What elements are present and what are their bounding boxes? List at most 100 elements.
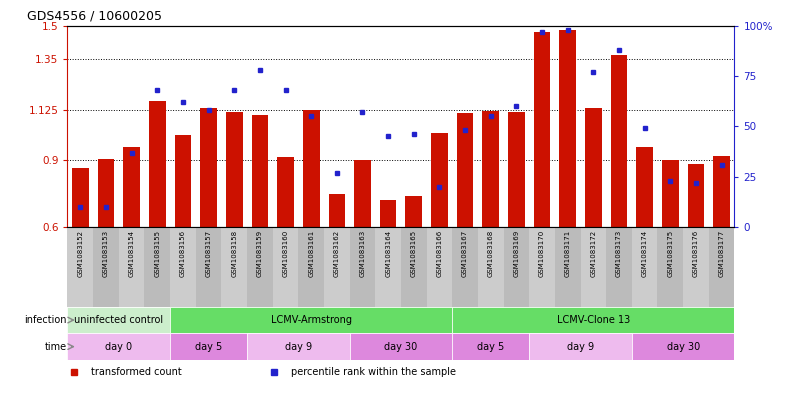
Text: day 30: day 30 (384, 342, 418, 352)
Text: GSM1083163: GSM1083163 (360, 230, 365, 277)
Bar (503, 227, 530, 307)
Bar (149, 101, 166, 227)
Bar (431, 133, 448, 227)
Bar (303, 110, 319, 227)
Bar (299, 227, 324, 307)
Bar (67, 227, 93, 307)
Bar (632, 333, 734, 360)
Text: GSM1083157: GSM1083157 (206, 230, 211, 277)
Bar (380, 200, 396, 227)
Bar (508, 112, 525, 227)
Bar (606, 227, 632, 307)
Text: transformed count: transformed count (91, 367, 182, 376)
Bar (222, 227, 247, 307)
Text: GSM1083154: GSM1083154 (129, 230, 135, 277)
Text: GSM1083164: GSM1083164 (385, 230, 391, 277)
Bar (354, 160, 371, 227)
Bar (688, 164, 704, 227)
Text: GSM1083169: GSM1083169 (514, 230, 519, 277)
Bar (72, 168, 89, 227)
Bar (683, 227, 709, 307)
Bar (349, 333, 453, 360)
Text: GSM1083161: GSM1083161 (308, 230, 314, 277)
Bar (636, 147, 653, 227)
Bar (530, 333, 632, 360)
Text: GSM1083168: GSM1083168 (488, 230, 494, 277)
Bar (145, 227, 170, 307)
Bar (67, 307, 170, 333)
Bar (534, 32, 550, 227)
Bar (530, 227, 555, 307)
Bar (67, 333, 170, 360)
Bar (611, 55, 627, 227)
Bar (709, 227, 734, 307)
Text: LCMV-Clone 13: LCMV-Clone 13 (557, 315, 630, 325)
Bar (175, 135, 191, 227)
Bar (123, 147, 140, 227)
Text: GSM1083165: GSM1083165 (410, 230, 417, 277)
Bar (457, 113, 473, 227)
Text: day 5: day 5 (477, 342, 504, 352)
Bar (426, 227, 453, 307)
Bar (657, 227, 683, 307)
Text: GSM1083172: GSM1083172 (591, 230, 596, 277)
Text: GSM1083159: GSM1083159 (257, 230, 263, 277)
Text: GSM1083156: GSM1083156 (180, 230, 186, 277)
Text: day 9: day 9 (285, 342, 312, 352)
Bar (559, 30, 576, 227)
Text: GSM1083166: GSM1083166 (437, 230, 442, 277)
Bar (98, 159, 114, 227)
Bar (478, 227, 503, 307)
Text: GSM1083176: GSM1083176 (693, 230, 699, 277)
Bar (226, 112, 243, 227)
Bar (247, 227, 272, 307)
Bar (272, 227, 299, 307)
Bar (662, 160, 679, 227)
Text: day 30: day 30 (666, 342, 700, 352)
Text: GSM1083152: GSM1083152 (77, 230, 83, 277)
Text: GSM1083175: GSM1083175 (667, 230, 673, 277)
Text: GDS4556 / 10600205: GDS4556 / 10600205 (28, 10, 163, 23)
Bar (119, 227, 145, 307)
Text: GSM1083162: GSM1083162 (333, 230, 340, 277)
Bar (170, 307, 453, 333)
Bar (580, 227, 606, 307)
Bar (170, 333, 247, 360)
Text: percentile rank within the sample: percentile rank within the sample (291, 367, 456, 376)
Bar (247, 333, 349, 360)
Text: GSM1083160: GSM1083160 (283, 230, 288, 277)
Bar (252, 115, 268, 227)
Bar (555, 227, 580, 307)
Text: GSM1083173: GSM1083173 (616, 230, 622, 277)
Text: GSM1083158: GSM1083158 (231, 230, 237, 277)
Bar (406, 196, 422, 227)
Text: GSM1083171: GSM1083171 (565, 230, 571, 277)
Text: GSM1083167: GSM1083167 (462, 230, 468, 277)
Text: day 0: day 0 (106, 342, 133, 352)
Text: GSM1083155: GSM1083155 (154, 230, 160, 277)
Bar (632, 227, 657, 307)
Bar (401, 227, 426, 307)
Bar (713, 156, 730, 227)
Bar (93, 227, 119, 307)
Bar (585, 108, 602, 227)
Text: GSM1083177: GSM1083177 (719, 230, 725, 277)
Text: infection: infection (25, 315, 67, 325)
Bar (453, 307, 734, 333)
Bar (483, 111, 499, 227)
Bar (170, 227, 196, 307)
Text: day 5: day 5 (195, 342, 222, 352)
Bar (324, 227, 349, 307)
Text: uninfected control: uninfected control (74, 315, 164, 325)
Text: GSM1083174: GSM1083174 (642, 230, 648, 277)
Text: GSM1083153: GSM1083153 (103, 230, 109, 277)
Text: LCMV-Armstrong: LCMV-Armstrong (271, 315, 352, 325)
Bar (349, 227, 376, 307)
Bar (196, 227, 222, 307)
Bar (453, 333, 530, 360)
Bar (376, 227, 401, 307)
Text: GSM1083170: GSM1083170 (539, 230, 545, 277)
Bar (329, 194, 345, 227)
Bar (200, 108, 217, 227)
Text: time: time (44, 342, 67, 352)
